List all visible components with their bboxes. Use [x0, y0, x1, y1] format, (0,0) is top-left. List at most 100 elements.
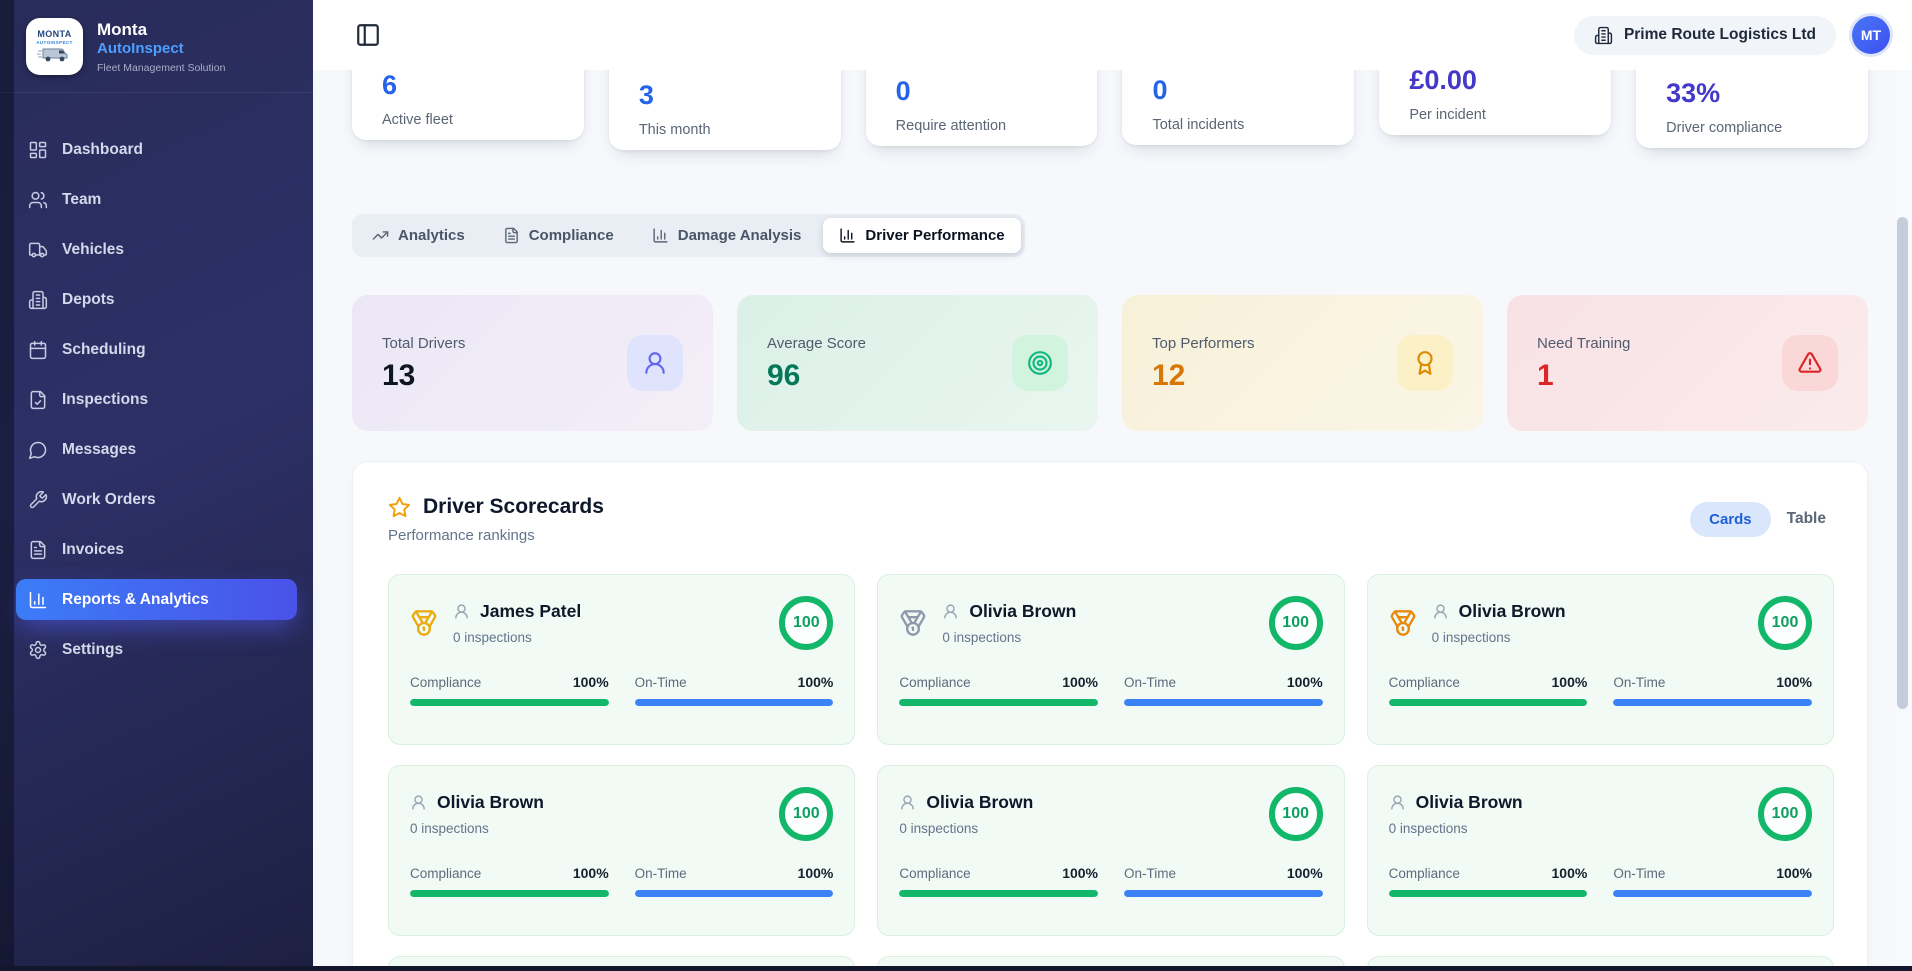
scrollbar-track[interactable] — [1893, 70, 1912, 971]
tab-label: Damage Analysis — [677, 227, 802, 244]
sidebar-item-settings[interactable]: Settings — [16, 629, 297, 670]
compliance-bar — [1388, 890, 1588, 897]
compliance-value: 100% — [1062, 865, 1098, 881]
sidebar-item-work-orders[interactable]: Work Orders — [16, 479, 297, 520]
compliance-label: Compliance — [899, 866, 971, 881]
tab-damage-analysis[interactable]: Damage Analysis — [636, 218, 818, 253]
driver-score: 100 — [1771, 805, 1799, 822]
driver-card: Olivia Brown 0 inspections 100 Complianc… — [1366, 574, 1834, 745]
compliance-value: 100% — [1551, 674, 1588, 690]
sidebar-item-depots[interactable]: Depots — [16, 279, 297, 320]
on-time-label: On-Time — [1124, 675, 1177, 690]
sidebar-item-label: Scheduling — [62, 340, 146, 358]
compliance-bar — [410, 890, 609, 897]
driver-inspections: 0 inspections — [1431, 630, 1511, 645]
sidebar-item-label: Team — [62, 190, 102, 208]
stat-label: Require attention — [895, 118, 1007, 134]
sidebar-item-label: Work Orders — [62, 490, 156, 508]
star-icon — [388, 496, 411, 519]
logo-subtext: AUTOINSPECT — [36, 40, 73, 45]
driver-inspections: 0 inspections — [410, 821, 489, 836]
sidebar-item-label: Settings — [62, 640, 124, 658]
gold-medal-icon — [410, 609, 438, 637]
sidebar-item-dashboard[interactable]: Dashboard — [16, 129, 297, 170]
user-icon — [899, 794, 916, 811]
metric-iconbox — [1782, 335, 1838, 391]
user-icon — [453, 603, 470, 620]
driver-card: James Patel 0 inspections 100 Compliance… — [388, 574, 856, 745]
sidebar-item-messages[interactable]: Messages — [16, 429, 297, 470]
driver-card: Olivia Brown 0 inspections 100 Complianc… — [1366, 765, 1834, 936]
metric-text: Top Performers 12 — [1152, 335, 1255, 392]
tab-label: Analytics — [398, 227, 465, 244]
on-time-label: On-Time — [634, 866, 687, 881]
sidebar-item-inspections[interactable]: Inspections — [16, 379, 297, 420]
sidebar-header: MONTA AUTOINSPECT Monta AutoInspect Flee… — [0, 0, 313, 93]
target-icon — [1027, 350, 1053, 376]
bronze-medal-icon — [1389, 609, 1417, 637]
metric-value: 1 — [1537, 358, 1554, 392]
driver-score: 100 — [1282, 614, 1309, 631]
metric-label: Total Drivers — [382, 334, 466, 352]
compliance-metric: Compliance 100% — [1388, 865, 1588, 897]
compliance-metric: Compliance 100% — [1388, 674, 1588, 706]
sidebar-item-label: Dashboard — [62, 140, 143, 158]
metric-card-need-training: Need Training 1 — [1507, 295, 1868, 431]
bar-chart-icon — [839, 227, 856, 244]
alert-triangle-icon — [1797, 350, 1823, 376]
view-toggle: Cards Table — [1690, 501, 1834, 537]
driver-inspections: 0 inspections — [453, 630, 532, 645]
tab-driver-performance[interactable]: Driver Performance — [823, 218, 1021, 253]
stat-label: This month — [638, 122, 711, 138]
on-time-metric: On-Time 100% — [634, 865, 834, 897]
driver-scorecards-panel: Driver Scorecards Performance rankings C… — [352, 461, 1868, 971]
bar-chart-icon — [28, 590, 48, 610]
sidebar-item-label: Inspections — [62, 390, 149, 408]
scrollbar-thumb[interactable] — [1897, 217, 1908, 709]
panel-subtitle: Performance rankings — [388, 527, 535, 544]
stat-value: 33% — [1666, 78, 1721, 108]
building-icon — [1594, 26, 1613, 45]
avatar[interactable]: MT — [1852, 16, 1890, 54]
user-icon — [1432, 603, 1449, 620]
stat-value: 0 — [1152, 75, 1168, 105]
company-selector[interactable]: Prime Route Logistics Ltd — [1573, 15, 1836, 55]
view-toggle-cards[interactable]: Cards — [1690, 501, 1771, 537]
metric-text: Total Drivers 13 — [382, 335, 465, 392]
sidebar-item-reports-analytics[interactable]: Reports & Analytics — [16, 579, 297, 620]
sidebar-item-team[interactable]: Team — [16, 179, 297, 220]
metric-card-average-score: Average Score 96 — [737, 295, 1098, 431]
sidebar-toggle-icon[interactable] — [355, 22, 381, 48]
sidebar-item-vehicles[interactable]: Vehicles — [16, 229, 297, 270]
van-illustration — [36, 48, 67, 62]
topbar: Prime Route Logistics Ltd MT — [313, 0, 1912, 70]
sidebar-item-scheduling[interactable]: Scheduling — [16, 329, 297, 370]
score-ring: 100 — [1758, 787, 1812, 841]
on-time-value: 100% — [1776, 674, 1812, 690]
tab-analytics[interactable]: Analytics — [356, 218, 481, 253]
metric-label: Top Performers — [1152, 334, 1255, 352]
on-time-label: On-Time — [1613, 675, 1666, 690]
compliance-metric: Compliance 100% — [899, 865, 1098, 897]
metric-card-total-drivers: Total Drivers 13 — [352, 295, 713, 431]
user-icon — [942, 603, 959, 620]
on-time-metric: On-Time 100% — [1124, 674, 1323, 706]
stat-label: Active fleet — [382, 112, 453, 128]
stat-value: 6 — [382, 70, 398, 100]
driver-name: Olivia Brown — [1415, 792, 1523, 812]
compliance-metric: Compliance 100% — [899, 674, 1098, 706]
stat-label: Per incident — [1409, 107, 1486, 123]
sidebar-item-invoices[interactable]: Invoices — [16, 529, 297, 570]
compliance-metric: Compliance 100% — [410, 865, 609, 897]
message-icon — [28, 440, 48, 460]
view-toggle-table[interactable]: Table — [1786, 510, 1826, 527]
driver-inspections: 0 inspections — [899, 821, 979, 836]
compliance-label: Compliance — [1388, 675, 1460, 690]
metric-text: Average Score 96 — [767, 335, 866, 392]
compliance-label: Compliance — [1388, 866, 1460, 881]
on-time-bar — [1613, 890, 1812, 897]
compliance-bar — [899, 699, 1098, 706]
tab-compliance[interactable]: Compliance — [487, 218, 630, 253]
company-name: Prime Route Logistics Ltd — [1623, 26, 1816, 43]
